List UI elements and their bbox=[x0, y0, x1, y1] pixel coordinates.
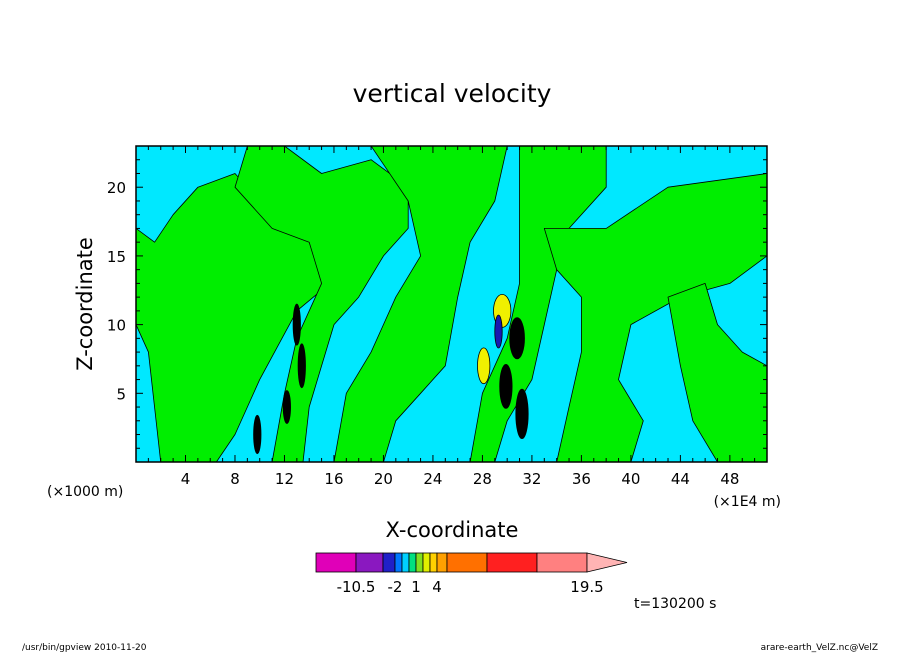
x-tick-label: 20 bbox=[374, 470, 393, 488]
y-tick-label: 5 bbox=[116, 385, 126, 403]
core-cell bbox=[499, 363, 513, 409]
y-axis: 5 10 15 20 bbox=[107, 159, 767, 449]
colorbar-tick-label: 1 bbox=[411, 578, 421, 596]
colorbar-segment bbox=[315, 552, 357, 573]
x-unit-right: (×1E4 m) bbox=[714, 494, 781, 510]
core-cell bbox=[253, 414, 262, 455]
colorbar-segment bbox=[355, 552, 384, 573]
colorbar-extension bbox=[586, 552, 628, 573]
x-tick-label: 28 bbox=[473, 470, 492, 488]
y-tick-label: 15 bbox=[107, 248, 126, 266]
plot-area bbox=[136, 146, 767, 462]
x-tick-label: 8 bbox=[230, 470, 240, 488]
x-tick-label: 48 bbox=[720, 470, 739, 488]
y-axis-label: Z-coordinate bbox=[73, 237, 97, 371]
x-tick-label: 36 bbox=[572, 470, 591, 488]
footer-left: /usr/bin/gpview 2010-11-20 bbox=[22, 643, 147, 653]
colorbar-segment bbox=[436, 552, 448, 573]
colorbar-segment bbox=[422, 552, 431, 573]
footer-right: arare-earth_VelZ.nc@VelZ bbox=[761, 643, 878, 653]
x-tick-label: 40 bbox=[621, 470, 640, 488]
x-tick-label: 44 bbox=[671, 470, 690, 488]
x-axis-label: X-coordinate bbox=[386, 518, 519, 542]
colorbar-segment bbox=[394, 552, 403, 573]
chart-title: vertical velocity bbox=[353, 79, 552, 108]
convective-core bbox=[253, 293, 529, 455]
colorbar-tick-label: 19.5 bbox=[570, 578, 603, 596]
core-cell bbox=[282, 390, 291, 424]
colorbar-segment bbox=[446, 552, 488, 573]
updraft-region bbox=[667, 283, 767, 462]
y-tick-label: 10 bbox=[107, 317, 126, 335]
x-tick-label: 12 bbox=[275, 470, 294, 488]
x-tick-label: 4 bbox=[181, 470, 191, 488]
colorbar: -10.5 -2 1 4 19.5 bbox=[315, 552, 628, 596]
core-cell bbox=[509, 317, 525, 360]
updraft-region bbox=[543, 173, 767, 462]
x-tick-label: 16 bbox=[324, 470, 343, 488]
colorbar-segment bbox=[536, 552, 588, 573]
x-tick-label: 24 bbox=[423, 470, 442, 488]
colorbar-segment bbox=[401, 552, 410, 573]
core-cell bbox=[292, 303, 301, 346]
updraft-region bbox=[234, 146, 409, 462]
core-cell bbox=[494, 314, 503, 349]
x-tick-label: 32 bbox=[522, 470, 541, 488]
colorbar-tick-label: -10.5 bbox=[337, 578, 376, 596]
colorbar-segment bbox=[429, 552, 438, 573]
colorbar-segment bbox=[486, 552, 538, 573]
core-cell bbox=[515, 388, 529, 439]
x-unit-left: (×1000 m) bbox=[47, 484, 123, 500]
colorbar-tick-label: 4 bbox=[432, 578, 442, 596]
updraft-region bbox=[333, 146, 508, 462]
plot-frame bbox=[135, 145, 768, 463]
core-cell bbox=[477, 347, 491, 385]
time-label: t=130200 s bbox=[634, 596, 716, 612]
colorbar-tick-label: -2 bbox=[388, 578, 403, 596]
x-axis: 4 8 12 16 20 24 28 32 36 40 44 48 bbox=[147, 146, 768, 488]
colorbar-segment bbox=[408, 552, 417, 573]
core-cell bbox=[297, 343, 306, 389]
colorbar-segment bbox=[415, 552, 424, 573]
y-tick-label: 20 bbox=[107, 179, 126, 197]
colorbar-segment bbox=[382, 552, 396, 573]
